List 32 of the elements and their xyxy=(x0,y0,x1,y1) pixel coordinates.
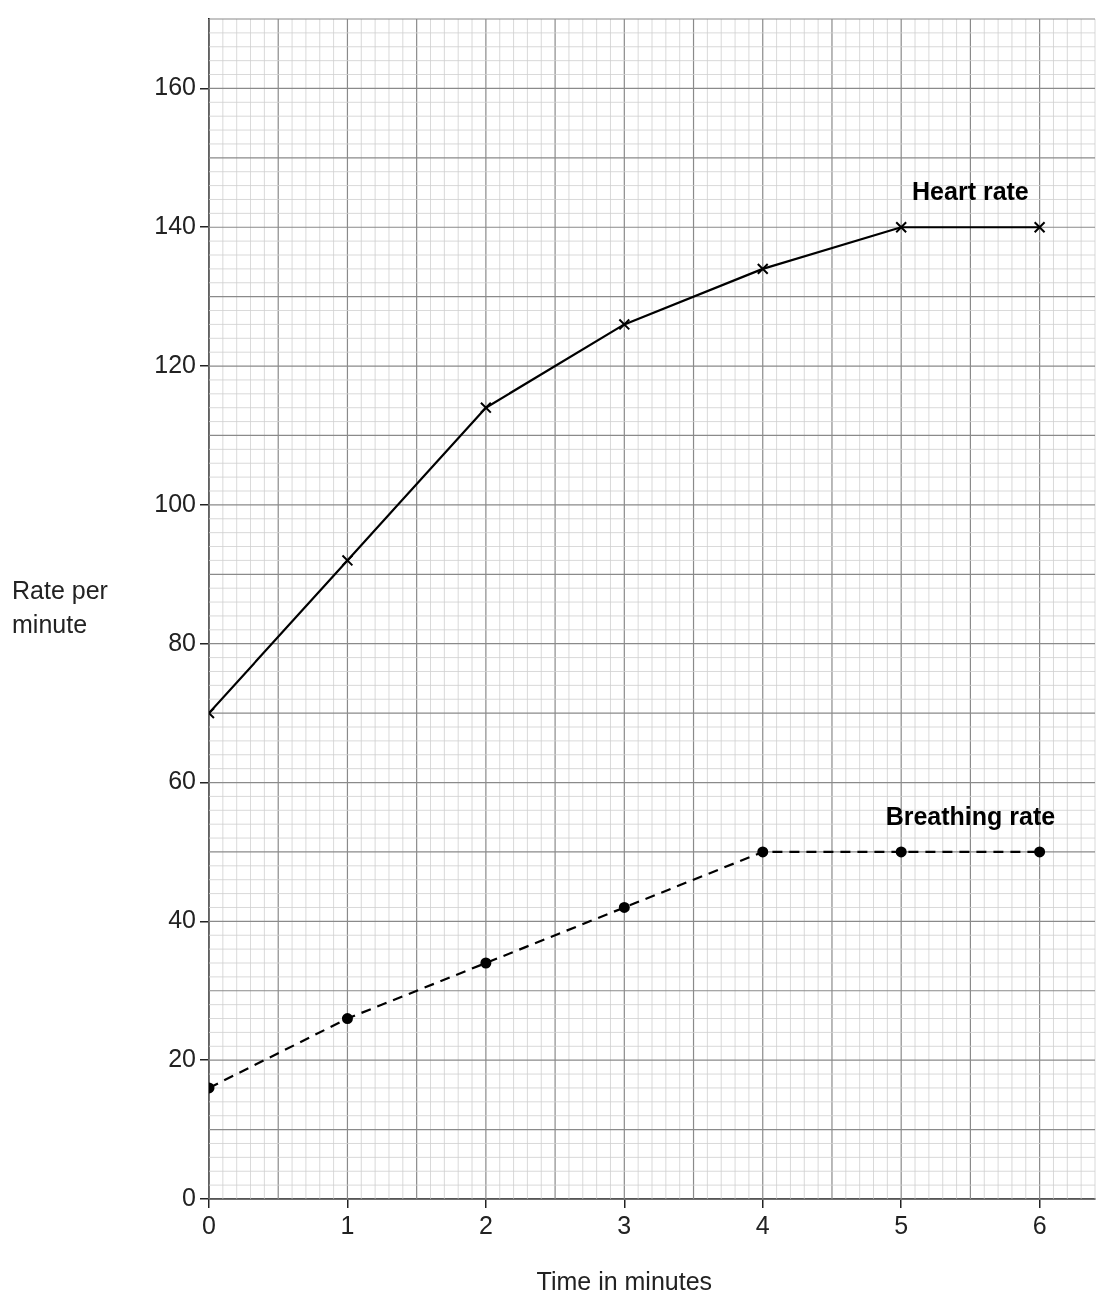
point xyxy=(895,846,907,858)
series-label: Heart rate xyxy=(912,177,1029,206)
series-label: Breathing rate xyxy=(885,801,1056,830)
point xyxy=(341,554,354,567)
y-tick-label: 140 xyxy=(154,211,196,240)
point xyxy=(480,957,492,969)
x-tick-label: 0 xyxy=(202,1210,216,1239)
y-tick-label: 100 xyxy=(154,488,196,517)
point xyxy=(895,221,908,234)
x-tick-label: 3 xyxy=(617,1210,632,1239)
x-tick-label: 4 xyxy=(755,1210,770,1239)
y-tick-label: 40 xyxy=(168,905,196,934)
x-tick-label: 2 xyxy=(478,1210,493,1239)
y-tick-label: 60 xyxy=(168,766,196,795)
y-axis-title: Rate per minute xyxy=(12,575,108,638)
point xyxy=(1034,846,1046,858)
y-tick-label: 20 xyxy=(168,1044,196,1073)
point xyxy=(1033,221,1046,234)
y-tick-label: 120 xyxy=(154,349,196,378)
point xyxy=(341,1013,353,1025)
point xyxy=(757,846,769,858)
x-tick-label: 5 xyxy=(894,1210,909,1239)
y-tick-label: 80 xyxy=(168,627,196,656)
point xyxy=(618,901,630,913)
point xyxy=(479,401,492,414)
y-tick-label: 160 xyxy=(154,72,196,101)
point xyxy=(618,318,631,331)
y-tick-label: 0 xyxy=(182,1182,196,1211)
x-axis-title: Time in minutes xyxy=(536,1267,713,1295)
x-tick-label: 1 xyxy=(340,1210,355,1239)
x-tick-label: 6 xyxy=(1032,1210,1047,1239)
point xyxy=(756,262,769,275)
